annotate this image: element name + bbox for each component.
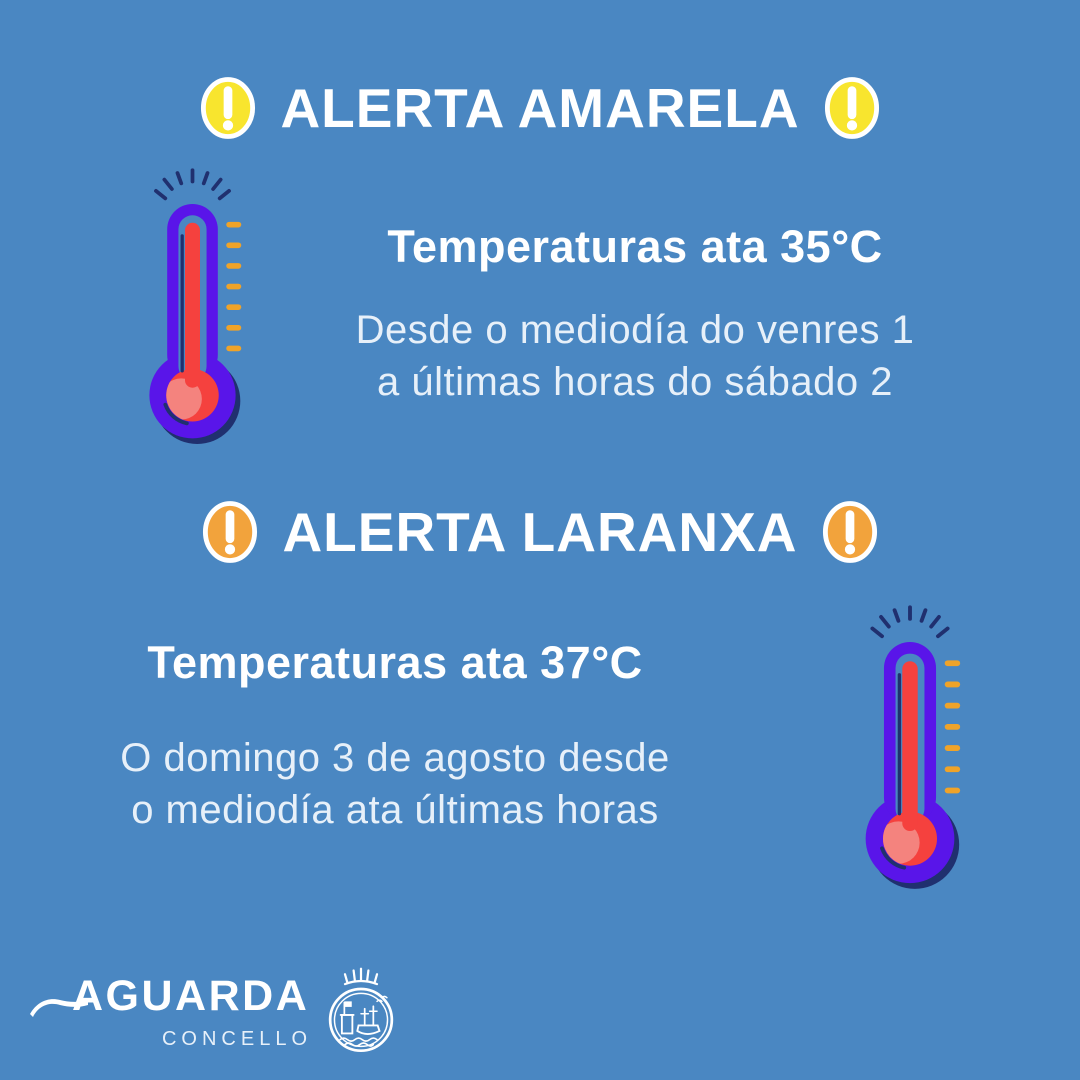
thermometer-icon-left — [149, 168, 242, 444]
warning-icon-yellow-right — [824, 77, 879, 139]
thermometer-icon-right — [865, 605, 961, 889]
alert-amarela-title: ALERTA AMARELA — [280, 76, 800, 139]
temperature-heading: Temperaturas ata 35°C — [387, 221, 883, 272]
period-line: o mediodía ata últimas horas — [131, 788, 659, 832]
thermometer-scale-ticks — [944, 660, 961, 794]
thermometer-scale-ticks — [226, 221, 242, 352]
alert-laranxa-details: Temperaturas ata 37°C O domingo 3 de ago… — [95, 636, 695, 836]
heat-rays — [870, 605, 950, 639]
warning-icon-yellow-left — [201, 77, 256, 139]
temperature-heading: Temperaturas ata 37°C — [147, 637, 643, 688]
logo-subtext: CONCELLO — [161, 1028, 312, 1050]
logo-wordmark: AGUARDA — [72, 972, 310, 1020]
alert-laranxa-title: ALERTA LARANXA — [282, 500, 798, 563]
alert-laranxa-header: ALERTA LARANXA — [0, 500, 1080, 564]
wave-swoosh-icon — [30, 999, 88, 1017]
heat-rays — [154, 168, 231, 201]
period-line: Desde o mediodía do venres 1 — [355, 308, 915, 352]
warning-icon-orange-right — [822, 501, 877, 563]
period-line: a últimas horas do sábado 2 — [376, 360, 894, 404]
alert-amarela-header: ALERTA AMARELA — [0, 76, 1080, 140]
period-line: O domingo 3 de agosto desde — [120, 736, 670, 780]
town-crest-icon — [328, 967, 394, 1053]
warning-icon-orange-left — [203, 501, 258, 563]
alert-amarela-details: Temperaturas ata 35°C Desde o mediodía d… — [335, 220, 935, 408]
